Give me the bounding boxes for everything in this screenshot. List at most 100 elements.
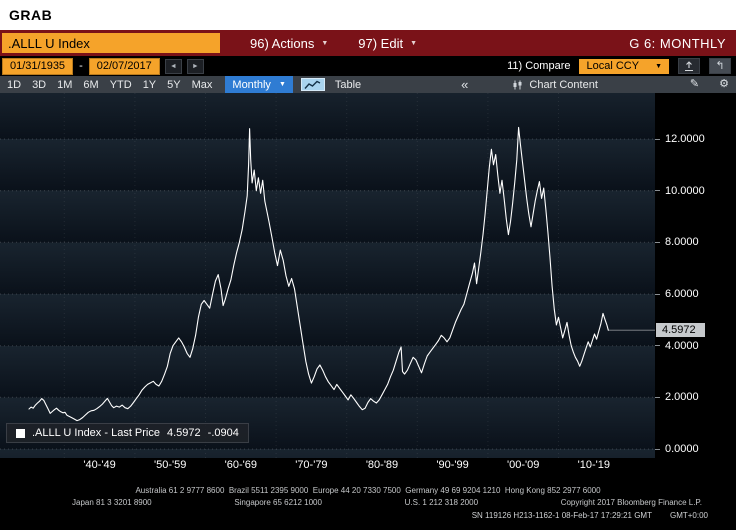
y-axis-label-text: 2.0000: [665, 391, 699, 404]
chevron-down-icon: ▼: [321, 39, 329, 47]
chevron-down-icon: ▼: [410, 39, 418, 47]
y-axis-label: 12.0000: [655, 133, 705, 145]
frequency-label: Monthly: [232, 78, 271, 91]
x-axis-label: '00-'09: [507, 459, 540, 471]
period-tab-1d[interactable]: 1D: [7, 78, 22, 91]
x-axis-label: '60-'69: [224, 459, 257, 471]
footer-contact: U.S. 1 212 318 2000: [404, 498, 479, 507]
y-axis-label: 10.0000: [655, 185, 705, 197]
timezone-text: GMT+0:00: [669, 511, 708, 520]
tick-mark: [655, 448, 660, 450]
x-axis-label: '10-'19: [577, 459, 610, 471]
step-forward-button[interactable]: ►: [186, 58, 204, 74]
tick-mark: [655, 138, 660, 140]
period-tab-6m[interactable]: 6M: [83, 78, 99, 91]
arrow-left-icon: ◄: [169, 62, 177, 70]
settings-button[interactable]: ⚙: [719, 79, 729, 90]
y-axis: 4.5972 12.0000 10.0000 8.0000 6.0000 4.0000 2…: [655, 93, 736, 458]
period-tab-ytd[interactable]: YTD: [109, 78, 132, 91]
range-bar-right-group: 11) Compare Local CCY ▼ ↰: [507, 58, 731, 74]
edit-menu-button[interactable]: 97) Edit ▼: [358, 36, 417, 51]
step-back-button[interactable]: ◄: [164, 58, 182, 74]
screen-function-label: G 6: MONTHLY: [629, 35, 726, 51]
chart-content-button[interactable]: Chart Content: [512, 78, 598, 91]
chevron-down-icon: ▼: [655, 62, 662, 70]
period-tab-1m[interactable]: 1M: [57, 78, 73, 91]
chart-area: .ALLL U Index - Last Price 4.5972 -.0904…: [0, 93, 736, 458]
footer-contact: Japan 81 3 3201 8900: [72, 498, 152, 507]
collapse-panel-button[interactable]: «: [461, 78, 468, 91]
legend-series-label: .ALLL U Index - Last Price: [32, 427, 160, 439]
x-axis-label: '50-'59: [154, 459, 187, 471]
footer-phone-line-1: Australia 61 2 9777 8600 Brazil 5511 239…: [135, 486, 601, 495]
price-line-chart[interactable]: [0, 93, 655, 458]
gear-icon: ⚙: [719, 78, 729, 90]
period-tab-5y[interactable]: 5Y: [167, 78, 181, 91]
compare-button[interactable]: 11) Compare: [507, 60, 571, 72]
start-date-field[interactable]: 01/31/1935: [2, 57, 74, 75]
y-axis-label: 8.0000: [655, 236, 699, 248]
annotate-button[interactable]: ✎: [690, 79, 699, 90]
serial-number-text: SN 119126 H213-1162-1 08-Feb-17 17:29:21…: [471, 511, 652, 520]
x-axis-label: '90-'99: [436, 459, 469, 471]
tick-mark: [655, 396, 660, 398]
period-tab-1y[interactable]: 1Y: [142, 78, 157, 91]
back-button[interactable]: ↰: [709, 58, 731, 74]
table-view-button[interactable]: Table: [334, 78, 362, 91]
title-bar: .ALLL U Index 96) Actions ▼ 97) Edit ▼ G…: [0, 30, 736, 56]
y-axis-label: 4.0000: [655, 340, 699, 352]
period-tab-max[interactable]: Max: [191, 78, 213, 91]
tick-mark: [655, 345, 660, 347]
actions-menu-button[interactable]: 96) Actions ▼: [250, 36, 328, 51]
x-axis-label: '70-'79: [295, 459, 328, 471]
date-range-bar: 01/31/1935 - 02/07/2017 ◄ ► 11) Compare …: [0, 56, 736, 76]
period-tabs: 1D 3D 1M 6M YTD 1Y 5Y Max: [7, 79, 212, 91]
x-axis: '40-'49 '50-'59 '60-'69 '70-'79 '80-'89 '90-'…: [0, 458, 736, 474]
legend-swatch: [16, 428, 25, 438]
grab-command-text: GRAB: [9, 7, 53, 23]
footer-contact: Singapore 65 6212 1000: [234, 498, 322, 507]
security-ticker-box[interactable]: .ALLL U Index: [2, 33, 220, 53]
y-axis-label-text: 10.0000: [665, 184, 705, 197]
frequency-select[interactable]: Monthly ▼: [225, 76, 293, 93]
y-axis-label-text: 12.0000: [665, 133, 705, 145]
tick-mark: [655, 241, 660, 243]
legend-last-price-value: 4.5972: [167, 427, 201, 439]
y-axis-label-text: 0.0000: [665, 443, 699, 455]
y-axis-label: 0.0000: [655, 443, 699, 455]
footer-phone-line-2: Japan 81 3 3201 8900 Singapore 65 6212 10…: [0, 497, 736, 509]
line-chart-icon: [304, 80, 321, 89]
last-price-tag: 4.5972: [656, 323, 705, 338]
currency-select[interactable]: Local CCY ▼: [579, 58, 669, 74]
export-icon: [685, 61, 693, 72]
tick-mark: [655, 293, 660, 295]
x-axis-label: '40-'49: [83, 459, 116, 471]
chart-content-label: Chart Content: [529, 78, 598, 91]
y-axis-label-text: 6.0000: [665, 288, 699, 300]
x-axis-label: '80-'89: [365, 459, 399, 471]
actions-menu-label: 96) Actions: [250, 35, 315, 51]
export-button[interactable]: [678, 58, 700, 74]
chart-toolbar: 1D 3D 1M 6M YTD 1Y 5Y Max Monthly ▼ Table « Cha…: [0, 76, 736, 93]
price-chart-plot[interactable]: .ALLL U Index - Last Price 4.5972 -.0904: [0, 93, 655, 458]
y-axis-label: 6.0000: [655, 288, 699, 300]
command-bar[interactable]: GRAB: [0, 0, 736, 30]
candle-chart-icon: [513, 80, 522, 89]
footer: Australia 61 2 9777 8600 Brazil 5511 239…: [0, 474, 736, 530]
period-tab-3d[interactable]: 3D: [32, 78, 47, 91]
y-axis-label-text: 4.0000: [665, 339, 699, 352]
chart-legend: .ALLL U Index - Last Price 4.5972 -.0904: [6, 423, 249, 443]
currency-label: Local CCY: [586, 59, 640, 72]
double-chevron-left-icon: «: [461, 77, 469, 92]
chevron-down-icon: ▼: [278, 81, 286, 88]
end-date-field[interactable]: 02/07/2017: [88, 57, 160, 75]
return-arrow-icon: ↰: [715, 59, 725, 72]
tick-mark: [655, 190, 660, 192]
toolbar-right-group: ✎ ⚙: [690, 79, 729, 90]
legend-change-value: -.0904: [207, 427, 239, 439]
chart-type-button[interactable]: [300, 78, 325, 91]
edit-menu-label: 97) Edit: [358, 35, 404, 51]
footer-serial-line: SN 119126 H213-1162-1 08-Feb-17 17:29:21…: [0, 509, 736, 522]
arrow-right-icon: ►: [191, 62, 199, 70]
